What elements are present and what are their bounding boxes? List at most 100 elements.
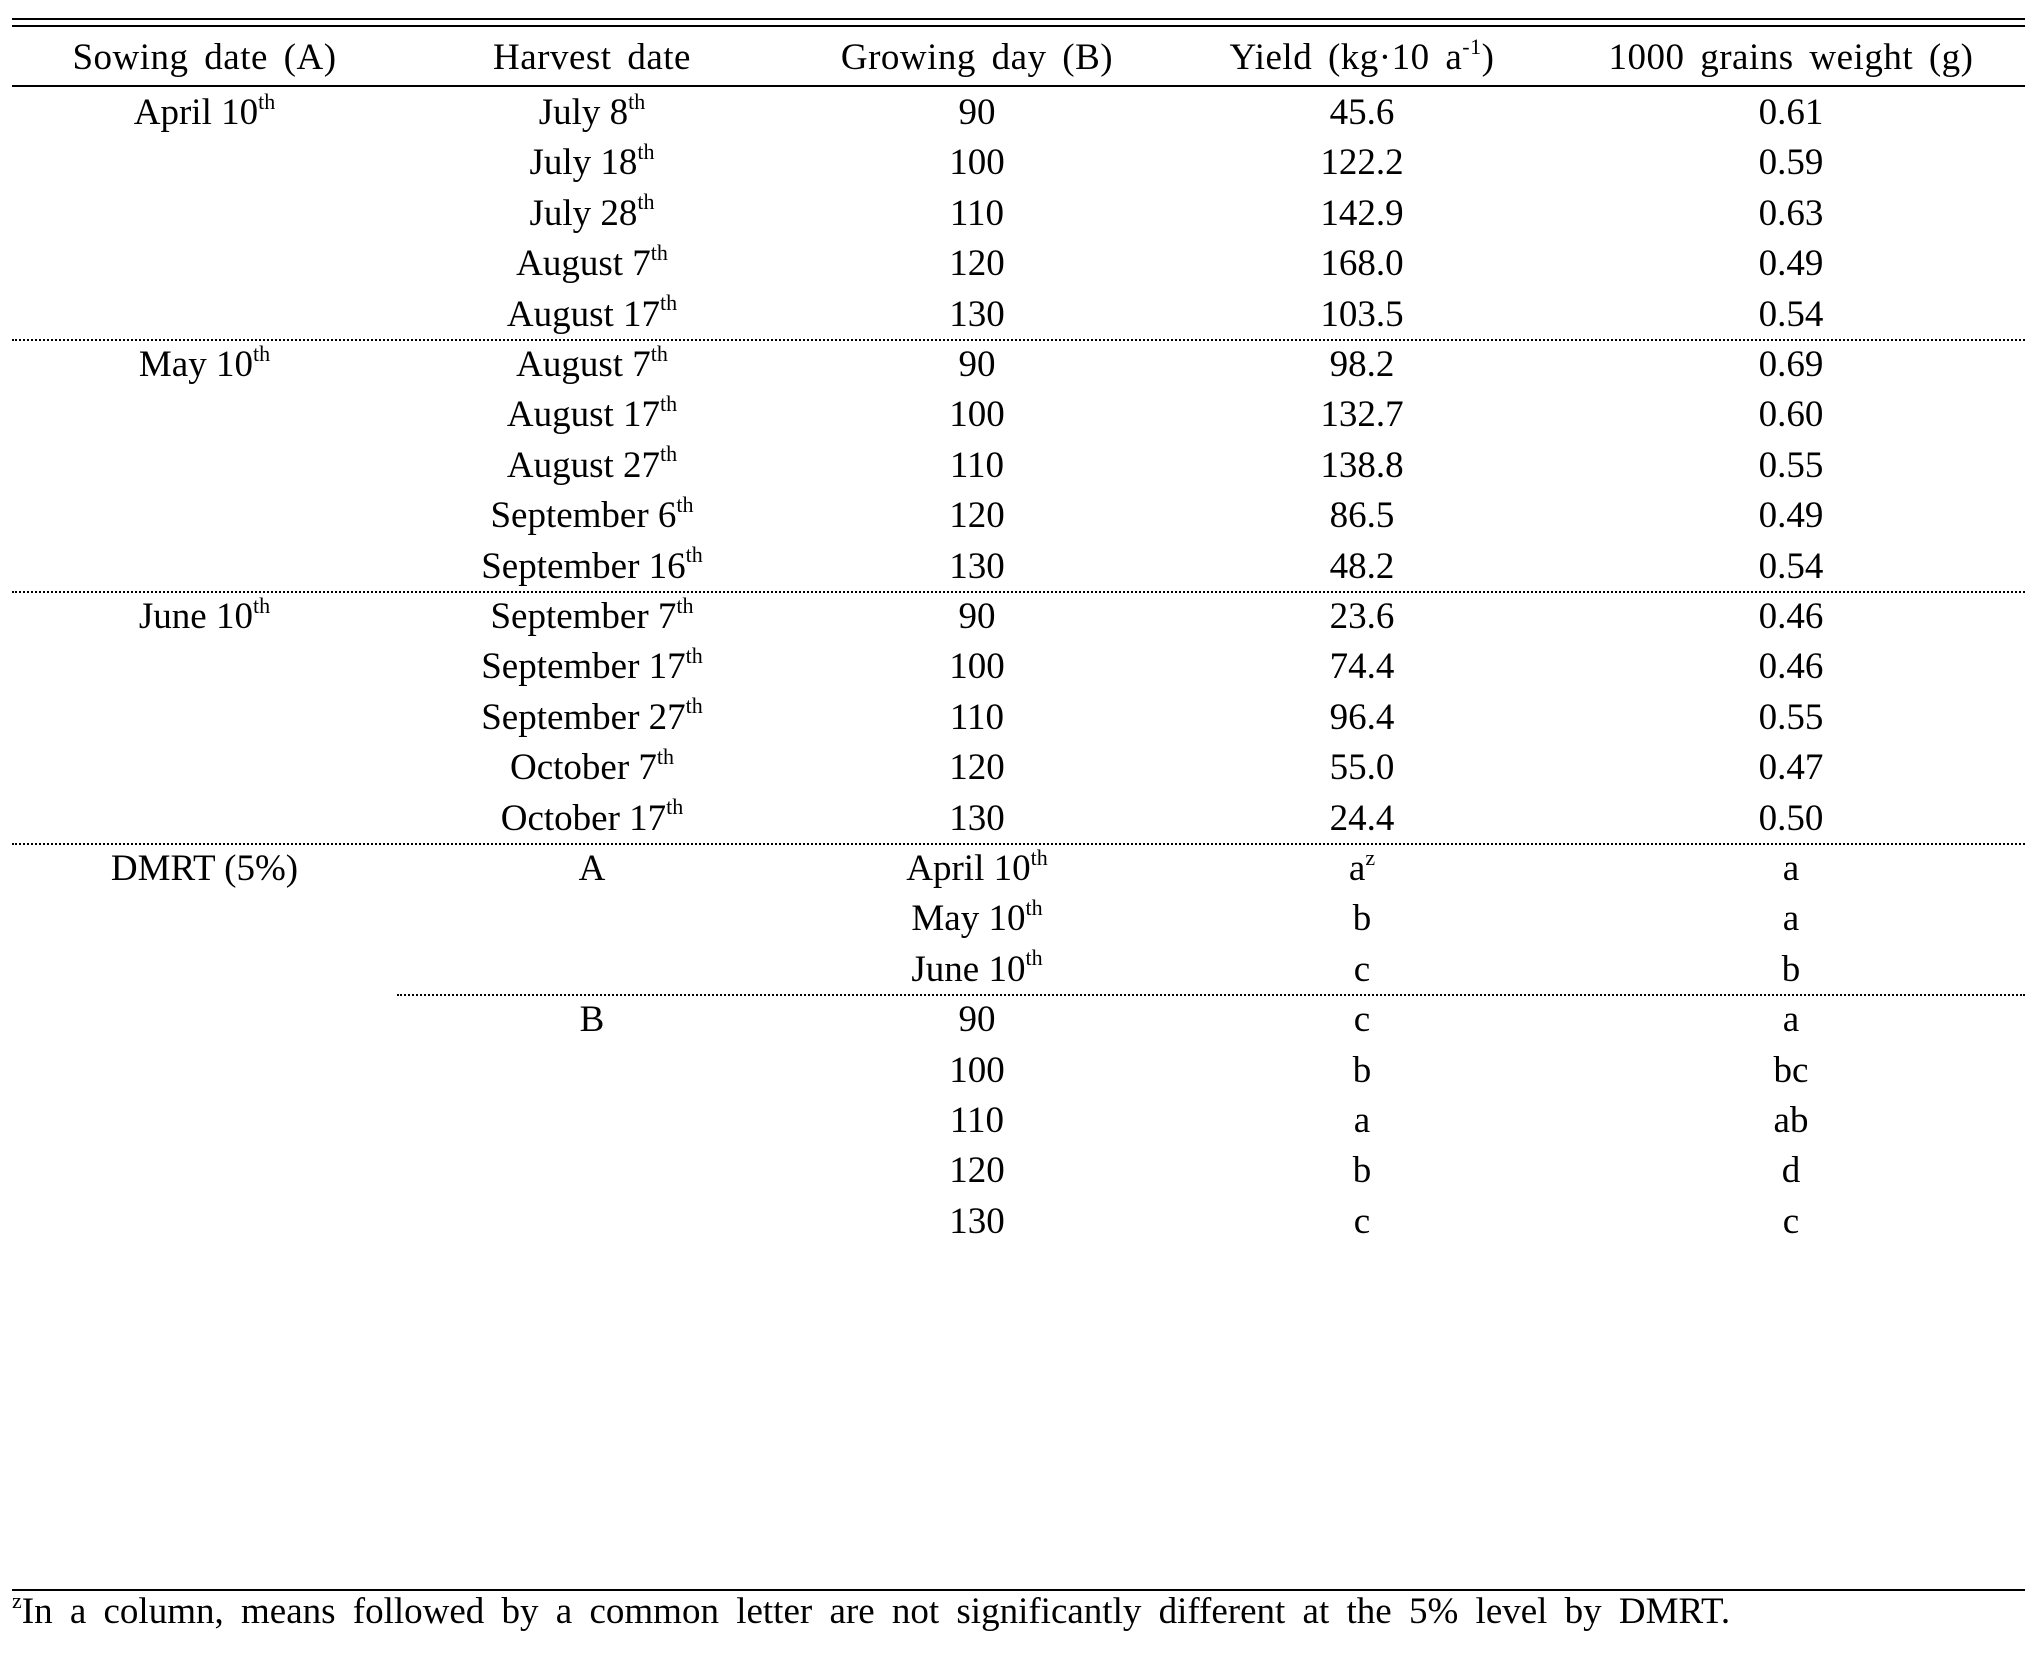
grain-weight-cell: 0.55 xyxy=(1557,696,2025,740)
dmrt-a-level-superscript: th xyxy=(1025,945,1043,971)
growing-day-cell: 130 xyxy=(787,797,1167,841)
growing-day-cell: 120 xyxy=(787,494,1167,538)
grain-weight-cell: 0.54 xyxy=(1557,545,2025,589)
dmrt-b-weight-text: d xyxy=(1781,1150,1801,1192)
harvest-date-cell-superscript: th xyxy=(685,542,703,568)
sowing-date-cell-text: June 10 xyxy=(138,596,253,637)
dmrt-a-yield-superscript: z xyxy=(1365,844,1376,870)
dmrt-a-level: June 10th xyxy=(787,945,1167,992)
harvest-date-cell-superscript: th xyxy=(676,491,694,517)
header-yield-text: Yield (kg·10 a xyxy=(1229,37,1463,78)
growing-day-cell: 110 xyxy=(787,696,1167,740)
growing-day-cell-text: 100 xyxy=(949,394,1005,436)
dmrt-b-level: 100 xyxy=(787,1049,1167,1093)
grain-weight-cell: 0.46 xyxy=(1557,645,2025,689)
header-yield-exponent: -1 xyxy=(1462,33,1482,59)
header-grain-weight: 1000 grains weight (g) xyxy=(1608,37,1974,78)
dmrt-b-level: 90 xyxy=(787,998,1167,1042)
yield-cell-text: 45.6 xyxy=(1329,92,1395,133)
dmrt-b-weight: d xyxy=(1557,1149,2025,1193)
dmrt-b-weight-text: bc xyxy=(1773,1049,1809,1091)
harvest-date-cell: September 7th xyxy=(397,594,787,639)
harvest-date-cell-text: July 8 xyxy=(538,92,629,133)
grain-weight-cell-text: 0.54 xyxy=(1758,293,1824,335)
dmrt-a-level-superscript: th xyxy=(1025,895,1043,921)
yield-cell: 96.4 xyxy=(1167,696,1557,740)
yield-cell-text: 138.8 xyxy=(1320,444,1404,486)
grain-weight-cell-text: 0.49 xyxy=(1758,243,1824,285)
harvest-date-cell-text: August 17 xyxy=(506,293,661,335)
dmrt-b-level: 110 xyxy=(787,1099,1167,1143)
growing-day-cell: 120 xyxy=(787,242,1167,286)
dmrt-b-level-text: 110 xyxy=(949,1100,1005,1141)
dmrt-b-yield: a xyxy=(1167,1099,1557,1143)
grain-weight-cell-text: 0.63 xyxy=(1758,192,1824,234)
yield-cell: 132.7 xyxy=(1167,393,1557,437)
grain-weight-cell-text: 0.50 xyxy=(1758,797,1824,839)
yield-cell-text: 132.7 xyxy=(1320,394,1404,436)
grain-weight-cell: 0.54 xyxy=(1557,293,2025,337)
dmrt-b-yield: c xyxy=(1167,1200,1557,1244)
table-bottom-rule xyxy=(12,1589,2025,1591)
growing-day-cell: 110 xyxy=(787,444,1167,488)
dmrt-a-weight: a xyxy=(1557,847,2025,891)
harvest-date-cell-superscript: th xyxy=(660,290,678,316)
group-separator xyxy=(12,843,2025,845)
yield-cell-text: 103.5 xyxy=(1320,293,1404,335)
dmrt-b-yield-text: c xyxy=(1353,1200,1371,1242)
dmrt-a-yield: b xyxy=(1167,897,1557,941)
grain-weight-cell-text: 0.59 xyxy=(1758,142,1824,184)
growing-day-cell-text: 90 xyxy=(958,92,996,133)
yield-cell: 55.0 xyxy=(1167,746,1557,790)
dmrt-b-yield: b xyxy=(1167,1049,1557,1093)
harvest-date-cell-superscript: th xyxy=(650,239,668,265)
yield-cell-text: 55.0 xyxy=(1329,747,1395,789)
table-top-rule-inner xyxy=(12,25,2025,27)
dmrt-b-weight-text: a xyxy=(1782,999,1800,1041)
yield-cell: 98.2 xyxy=(1167,343,1557,387)
harvest-date-cell: October 7th xyxy=(397,745,787,790)
grain-weight-cell: 0.55 xyxy=(1557,444,2025,488)
harvest-date-cell-text: September 6 xyxy=(490,495,677,537)
header-yield: Yield (kg·10 a-1) xyxy=(1167,33,1557,80)
header-growing-day: Growing day (B) xyxy=(840,37,1114,78)
sowing-date-cell: June 10th xyxy=(12,594,397,639)
grain-weight-cell: 0.49 xyxy=(1557,494,2025,538)
header-sowing-date: Sowing date (A) xyxy=(72,37,337,78)
dmrt-separator xyxy=(397,994,2025,997)
harvest-date-cell: August 17th xyxy=(397,290,787,337)
harvest-date-cell-superscript: th xyxy=(660,441,678,467)
growing-day-cell-text: 90 xyxy=(958,344,996,385)
yield-cell-text: 142.9 xyxy=(1320,192,1404,234)
dmrt-a-weight-text: a xyxy=(1782,848,1800,889)
yield-cell: 24.4 xyxy=(1167,797,1557,841)
growing-day-cell-text: 90 xyxy=(958,596,996,637)
harvest-date-cell-text: August 17 xyxy=(506,394,661,436)
growing-day-cell: 90 xyxy=(787,343,1167,387)
dmrt-a-level-superscript: th xyxy=(1030,844,1048,870)
growing-day-cell: 110 xyxy=(787,192,1167,236)
dmrt-label-text: DMRT (5%) xyxy=(110,848,299,889)
header-harvest-date: Harvest date xyxy=(493,37,691,78)
yield-cell: 45.6 xyxy=(1167,91,1557,135)
dmrt-b-weight-text: ab xyxy=(1773,1100,1809,1141)
dmrt-b-yield: c xyxy=(1167,998,1557,1042)
yield-cell-text: 86.5 xyxy=(1329,495,1395,537)
sowing-date-cell-text: May 10 xyxy=(138,344,253,385)
yield-cell: 74.4 xyxy=(1167,645,1557,689)
harvest-date-cell: August 17th xyxy=(397,393,787,437)
dmrt-factor-a: A xyxy=(397,847,787,891)
growing-day-cell: 100 xyxy=(787,141,1167,185)
dmrt-a-level-text: May 10 xyxy=(911,898,1026,940)
grain-weight-cell-text: 0.61 xyxy=(1758,92,1824,133)
growing-day-cell-text: 120 xyxy=(949,495,1005,537)
yield-cell-text: 122.2 xyxy=(1320,142,1404,184)
dmrt-b-yield-text: a xyxy=(1353,1100,1371,1141)
harvest-date-cell: August 27th xyxy=(397,441,787,488)
dmrt-b-weight: c xyxy=(1557,1200,2025,1244)
growing-day-cell-text: 120 xyxy=(949,747,1005,789)
harvest-date-cell-text: September 16 xyxy=(481,545,686,587)
header-rule xyxy=(12,85,2025,87)
grain-weight-cell-text: 0.46 xyxy=(1758,646,1824,688)
harvest-date-cell: July 8th xyxy=(397,90,787,135)
